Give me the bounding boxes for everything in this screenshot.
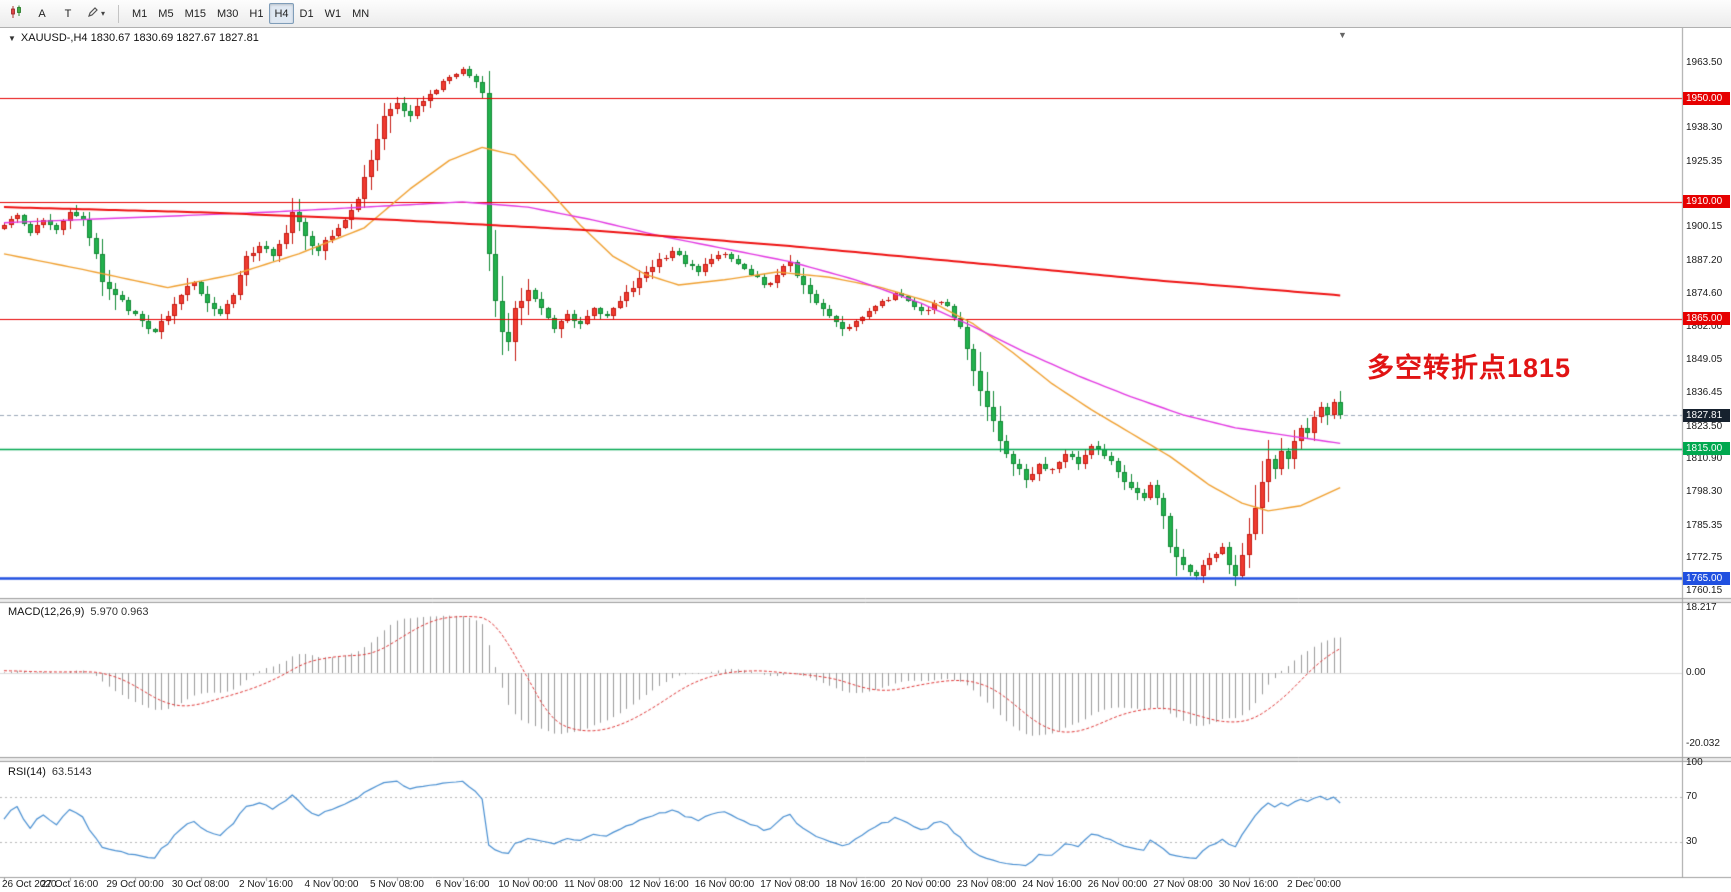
timeframe-m15-button[interactable]: M15: [180, 3, 211, 24]
rsi-axis-label: 30: [1686, 836, 1698, 848]
time-axis-label: 27 Oct 16:00: [40, 879, 99, 890]
chevron-down-icon: ▾: [101, 9, 106, 18]
pencil-icon: [87, 6, 99, 21]
price-axis-label: 1849.05: [1686, 354, 1723, 366]
chart-canvas[interactable]: [0, 28, 1731, 892]
time-axis-label: 12 Nov 16:00: [629, 879, 689, 890]
timeframe-m5-button[interactable]: M5: [153, 3, 178, 24]
toolbar-separator: [118, 4, 120, 23]
current-price-box: 1827.81: [1683, 408, 1730, 422]
text-tool-button[interactable]: T: [56, 3, 80, 24]
hline-price-box: 1950.00: [1683, 91, 1730, 105]
timeframe-m30-button[interactable]: M30: [212, 3, 243, 24]
macd-pane-title: MACD(12,26,9) 5.970 0.963: [8, 606, 149, 618]
time-axis-label: 26 Oct 2020: [2, 879, 57, 890]
time-axis-label: 18 Nov 16:00: [825, 879, 886, 890]
price-axis-label: 1785.35: [1686, 519, 1723, 531]
price-axis-label: 1900.15: [1686, 221, 1723, 233]
rsi-indicator-values: 63.5143: [51, 766, 92, 778]
time-axis-label: 30 Nov 16:00: [1218, 879, 1279, 890]
time-axis-label: 30 Oct 08:00: [171, 879, 230, 890]
time-axis-label: 2 Dec 00:00: [1287, 879, 1341, 890]
time-axis-label: 20 Nov 00:00: [891, 879, 951, 890]
time-axis-label: 26 Nov 00:00: [1087, 879, 1148, 890]
hline-price-box: 1865.00: [1683, 312, 1730, 326]
time-axis-label: 5 Nov 08:00: [370, 879, 424, 890]
candlestick-chart-icon: [9, 5, 23, 22]
price-axis-label: 1810.90: [1686, 453, 1723, 465]
draw-tools-button[interactable]: ▾: [82, 3, 110, 24]
macd-axis-label: 18.217: [1686, 602, 1717, 614]
timeframe-group: M1 M5 M15 M30 H1 H4 D1 W1 MN: [127, 3, 374, 24]
chart-window-button[interactable]: [4, 3, 28, 24]
rsi-axis-label: 70: [1686, 790, 1698, 802]
time-axis[interactable]: 26 Oct 2020 27 Oct 16:00 29 Oct 00:00 30 Oc…: [0, 877, 1731, 892]
time-axis-label: 6 Nov 16:00: [435, 879, 490, 890]
price-axis-label: 1836.45: [1686, 386, 1723, 398]
timeframe-h4-button[interactable]: H4: [269, 3, 294, 24]
price-axis-label: 1760.15: [1686, 585, 1723, 597]
hline-price-box: 1910.00: [1683, 195, 1730, 209]
timeframe-w1-button[interactable]: W1: [320, 3, 347, 24]
macd-indicator-values: 5.970 0.963: [90, 606, 149, 618]
symbol-info-bar: ▼ XAUUSD-,H4 1830.67 1830.69 1827.67 182…: [8, 32, 259, 44]
price-axis-label: 1925.35: [1686, 156, 1723, 168]
time-axis-label: 2 Nov 16:00: [239, 879, 293, 890]
cursor-a-button[interactable]: A: [30, 3, 54, 24]
timeframe-d1-button[interactable]: D1: [295, 3, 319, 24]
hline-price-box: 1815.00: [1683, 442, 1730, 456]
time-axis-label: 4 Nov 00:00: [304, 879, 359, 890]
price-axis-label: 1798.30: [1686, 485, 1723, 497]
macd-axis-label: -20.032: [1686, 738, 1720, 750]
price-axis[interactable]: 1963.50 1938.30 1925.35 1900.15 1887.20 1874.…: [1682, 28, 1731, 877]
price-axis-label: 1963.50: [1686, 57, 1723, 68]
timeframe-m1-button[interactable]: M1: [127, 3, 152, 24]
hline-price-box: 1765.00: [1683, 571, 1730, 585]
macd-indicator-name: MACD(12,26,9): [8, 606, 85, 618]
symbol-ohlc-text: XAUUSD-,H4 1830.67 1830.69 1827.67 1827.…: [20, 32, 259, 44]
time-axis-label: 17 Nov 08:00: [760, 879, 820, 890]
price-axis-label: 1874.60: [1686, 287, 1723, 299]
rsi-pane-title: RSI(14) 63.5143: [8, 766, 92, 778]
annotation-text[interactable]: 多空转折点1815: [1367, 353, 1572, 383]
time-axis-label: 27 Nov 08:00: [1153, 879, 1213, 890]
chart-area: ▼ XAUUSD-,H4 1830.67 1830.69 1827.67 182…: [0, 28, 1731, 892]
one-click-collapse-icon[interactable]: ▼: [8, 33, 16, 43]
macd-axis-label: 0.00: [1686, 667, 1706, 678]
toolbar: A T ▾ M1 M5 M15 M30 H1 H4 D1 W1 MN: [0, 0, 1731, 28]
time-axis-label: 23 Nov 08:00: [956, 879, 1017, 890]
time-axis-label: 24 Nov 16:00: [1022, 879, 1082, 890]
chart-shift-marker-icon[interactable]: ▼: [1338, 30, 1347, 40]
price-axis-label: 1862.00: [1686, 320, 1723, 332]
timeframe-h1-button[interactable]: H1: [244, 3, 268, 24]
price-axis-label: 1772.75: [1686, 552, 1723, 564]
time-axis-label: 16 Nov 00:00: [694, 879, 755, 890]
rsi-axis-label: 100: [1686, 757, 1703, 768]
price-axis-label: 1938.30: [1686, 122, 1723, 134]
time-axis-label: 10 Nov 00:00: [498, 879, 558, 890]
time-axis-label: 11 Nov 08:00: [564, 879, 623, 890]
price-axis-label: 1823.50: [1686, 420, 1723, 432]
time-axis-label: 29 Oct 00:00: [106, 879, 164, 890]
timeframe-mn-button[interactable]: MN: [347, 3, 374, 24]
rsi-indicator-name: RSI(14): [8, 766, 46, 778]
price-axis-label: 1887.20: [1686, 255, 1723, 267]
